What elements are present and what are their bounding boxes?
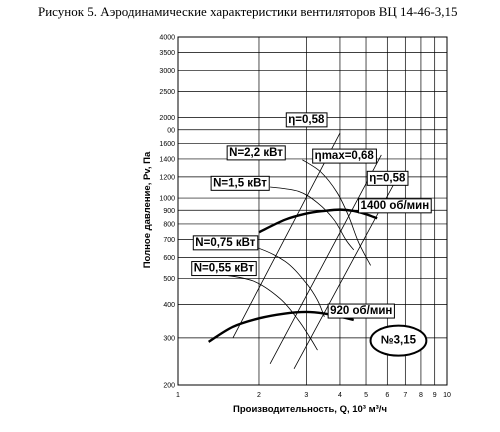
- series-line-0: [258, 208, 378, 234]
- annotation-box: [358, 198, 432, 214]
- annotation-layer: η=0,58 N=2,2 кВт ηmax=0,68 η=0,58 N=1,5 кВт 1…: [191, 112, 432, 357]
- y-tick-label: 00: [167, 127, 175, 134]
- annotation-box: [285, 112, 328, 128]
- y-tick-label: 1200: [159, 174, 175, 181]
- annotation-box: [191, 261, 257, 277]
- annotation-label: N=2,2 кВт: [229, 147, 283, 159]
- y-tick-label: 400: [163, 302, 175, 309]
- annotation-6: N=0,75 кВт: [192, 235, 259, 251]
- y-tick-label: 2000: [159, 115, 175, 122]
- y-tick-label: 3500: [159, 50, 175, 57]
- model-ellipse: [369, 324, 428, 357]
- annotation-label: N=1,5 кВт: [213, 177, 267, 189]
- series-line-2: [302, 159, 371, 266]
- y-tick-label: 1000: [159, 196, 175, 203]
- y-tick-label: 4000: [159, 35, 175, 42]
- y-tick-label: 1400: [159, 156, 175, 163]
- series-layer: [208, 132, 398, 369]
- x-tick-label: 10: [443, 392, 451, 399]
- x-tick-label: 6: [385, 392, 389, 399]
- series-line-3: [270, 186, 355, 251]
- x-tick-label: 5: [364, 392, 368, 399]
- annotation-4: N=1,5 кВт: [210, 175, 270, 191]
- annotation-label: 920 об/мин: [330, 305, 392, 317]
- x-tick-label: 4: [338, 392, 342, 399]
- annotation-8: 920 об/мин: [327, 303, 395, 319]
- x-tick-label: 8: [419, 392, 423, 399]
- annotation-label: N=0,75 кВт: [195, 237, 256, 249]
- y-tick-label: 1600: [159, 141, 175, 148]
- annotation-7: N=0,55 кВт: [191, 261, 257, 277]
- series-line-7: [269, 154, 382, 365]
- annotation-box: [192, 235, 259, 251]
- x-tick-label: 2: [257, 392, 261, 399]
- annotation-2: ηmax=0,68: [312, 148, 377, 164]
- annotation-label: η=0,58: [369, 172, 406, 184]
- x-axis-label: Производительность, Q, 10³ м³/ч: [233, 404, 387, 415]
- annotation-box: [366, 170, 409, 186]
- annotation-1: N=2,2 кВт: [226, 145, 286, 161]
- y-tick-label: 800: [163, 221, 175, 228]
- series-line-5: [217, 273, 318, 351]
- series-line-4: [217, 239, 325, 317]
- figure-title: Рисунок 5. Аэродинамические характеристи…: [38, 4, 458, 19]
- x-tick-label: 1: [176, 392, 180, 399]
- annotation-box: [226, 145, 286, 161]
- annotation-label: η=0,58: [288, 114, 325, 126]
- annotation-3: η=0,58: [366, 170, 409, 186]
- annotation-label: N=0,55 кВт: [194, 263, 255, 275]
- y-tick-label: 3000: [159, 68, 175, 75]
- annotation-5: 1400 об/мин: [358, 198, 432, 214]
- annotation-0: η=0,58: [285, 112, 328, 128]
- annotation-label: ηmax=0,68: [315, 150, 375, 162]
- annotation-box: [327, 303, 395, 319]
- series-line-6: [232, 132, 341, 339]
- annotation-9: №3,15: [369, 324, 428, 357]
- y-tick-label: 200: [163, 383, 175, 390]
- tick-labels: 1 2 3 4 5 6 7 8 9 10 200 300 400 500 600 700 800 900 1000 1…: [159, 35, 451, 400]
- y-axis-label: Полное давление, Pv, Па: [142, 151, 153, 268]
- x-tick-label: 9: [433, 392, 437, 399]
- y-tick-label: 500: [163, 276, 175, 283]
- annotation-box: [210, 175, 270, 191]
- y-tick-label: 600: [163, 255, 175, 262]
- y-tick-label: 2500: [159, 89, 175, 96]
- y-tick-label: 300: [163, 335, 175, 342]
- y-tick-label: 700: [163, 237, 175, 244]
- annotation-label: №3,15: [381, 335, 417, 347]
- x-tick-label: 3: [304, 392, 308, 399]
- x-tick-label: 7: [403, 392, 407, 399]
- annotation-label: 1400 об/мин: [361, 200, 430, 212]
- annotation-box: [312, 148, 377, 164]
- y-tick-label: 900: [163, 208, 175, 215]
